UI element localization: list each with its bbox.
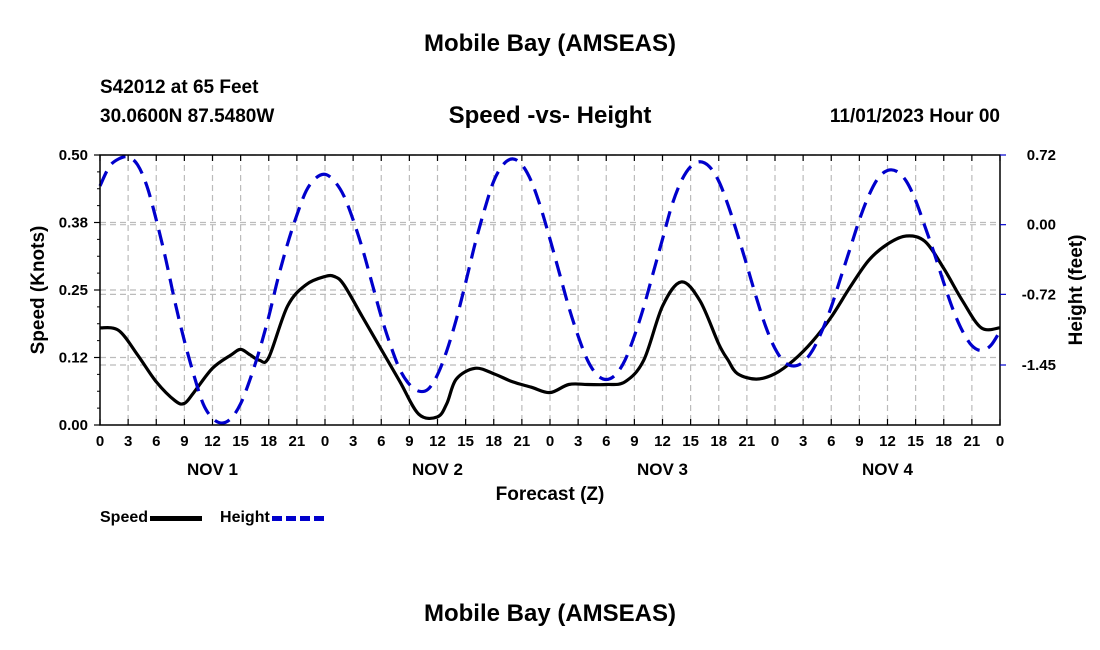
x-tick-label: 18	[935, 433, 952, 450]
x-tick-label: 12	[204, 433, 221, 450]
x-tick-label: 21	[514, 433, 531, 450]
legend-label-speed: Speed	[100, 509, 149, 526]
legend-item-speed: Speed	[100, 509, 203, 527]
x-tick-label: 9	[180, 433, 188, 450]
y-tick-label: 0.38	[59, 215, 88, 232]
x-tick-label: 21	[739, 433, 756, 450]
y-tick-label: 0.00	[59, 417, 88, 434]
forecast-datetime: 11/01/2023 Hour 00	[829, 106, 1000, 127]
station-label: S42012 at 65 Feet	[100, 77, 259, 98]
legend-item-height: Height	[220, 509, 324, 527]
x-tick-label: 0	[546, 433, 554, 450]
grid	[100, 154, 1000, 425]
x-tick-label: 12	[429, 433, 446, 450]
series-line-speed	[99, 234, 1001, 421]
axes: 0 3 6 9 12 15 18 21 0 3 6 9 12 15 18 21 0 3 6 9 12 15 18 21 0 3 6 9…	[59, 147, 1056, 479]
y2-tick-label: 0.00	[1027, 217, 1056, 234]
x-tick-label: 6	[152, 433, 160, 450]
x-tick-label: 6	[602, 433, 610, 450]
chart-subtitle: Speed -vs- Height	[448, 102, 652, 129]
x-tick-label: 15	[907, 433, 924, 450]
legend-swatch-speed	[150, 515, 203, 521]
x-tick-label: 9	[405, 433, 413, 450]
x-tick-label: 3	[799, 433, 807, 450]
x-tick-label: 3	[574, 433, 582, 450]
x-tick-label: 0	[96, 433, 104, 450]
x-tick-label: 0	[771, 433, 779, 450]
y-tick-label: 0.50	[59, 147, 88, 164]
coordinates-label: 30.0600N 87.5480W	[100, 106, 275, 127]
legend-swatch-height	[271, 515, 324, 521]
bottom-title: Mobile Bay (AMSEAS)	[423, 600, 677, 627]
day-label: NOV 4	[862, 460, 914, 479]
x-tick-label: 15	[682, 433, 699, 450]
x-tick-label: 15	[457, 433, 474, 450]
day-label: NOV 2	[412, 460, 463, 479]
x-tick-label: 3	[349, 433, 357, 450]
y2-tick-label: 0.72	[1027, 147, 1056, 164]
chart-main-title: Mobile Bay (AMSEAS)	[423, 30, 677, 57]
legend: Speed Height	[100, 509, 342, 527]
x-tick-label: 18	[260, 433, 277, 450]
day-label: NOV 1	[187, 460, 238, 479]
y-axis-label: Speed (Knots)	[28, 226, 49, 355]
x-tick-label: 12	[879, 433, 896, 450]
x-tick-label: 0	[996, 433, 1004, 450]
day-label: NOV 3	[637, 460, 688, 479]
series-layer	[98, 155, 1002, 425]
x-tick-label: 9	[630, 433, 638, 450]
x-tick-label: 18	[710, 433, 727, 450]
y2-axis-label: Height (feet)	[1066, 235, 1087, 346]
x-tick-label: 9	[855, 433, 863, 450]
x-tick-label: 0	[321, 433, 329, 450]
y-tick-label: 0.12	[59, 350, 88, 367]
x-tick-label: 6	[377, 433, 385, 450]
series-line-height	[98, 155, 1002, 425]
x-axis-label: Forecast (Z)	[496, 484, 605, 505]
y2-tick-label: -1.45	[1022, 357, 1056, 374]
x-tick-label: 18	[485, 433, 502, 450]
x-tick-label: 12	[654, 433, 671, 450]
x-tick-label: 21	[289, 433, 306, 450]
x-tick-label: 15	[232, 433, 249, 450]
legend-label-height: Height	[220, 509, 270, 526]
x-tick-label: 3	[124, 433, 132, 450]
x-tick-label: 21	[964, 433, 981, 450]
y-tick-label: 0.25	[59, 282, 88, 299]
x-tick-label: 6	[827, 433, 835, 450]
y2-tick-label: -0.72	[1022, 286, 1056, 303]
